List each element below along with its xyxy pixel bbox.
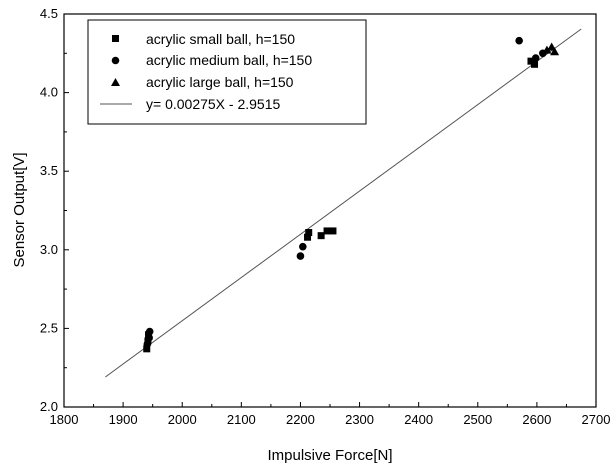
y-tick-label: 4.5 [40, 6, 58, 21]
data-point-circle [145, 327, 154, 336]
x-tick-label: 2500 [463, 412, 492, 427]
data-point-triangle [542, 45, 552, 54]
data-point-square [531, 60, 539, 68]
x-tick-label: 2700 [582, 412, 611, 427]
data-point-triangle [550, 47, 560, 56]
y-tick-label: 2.5 [40, 320, 58, 335]
legend-label-small: acrylic small ball, h=150 [146, 31, 295, 47]
data-point-square [317, 232, 325, 240]
legend-square-marker [112, 35, 119, 42]
y-axis: 2.0 2.5 3.0 3.5 4.0 4.5 [40, 6, 69, 414]
x-tick-label: 2000 [168, 412, 197, 427]
data-point-square [527, 57, 535, 65]
fit-line [105, 28, 582, 378]
x-axis: 1800 1900 2000 2100 2200 2300 2400 2500 2600 2700 [50, 402, 611, 427]
data-point-square [329, 227, 337, 235]
x-tick-label: 2400 [404, 412, 433, 427]
y-tick-label: 2.0 [40, 399, 58, 414]
y-tick-label: 4.0 [40, 85, 58, 100]
legend: acrylic small ball, h=150 acrylic medium… [87, 19, 367, 125]
data-point-circle [296, 252, 305, 260]
x-tick-label: 2600 [522, 412, 551, 427]
legend-label-large: acrylic large ball, h=150 [146, 74, 294, 90]
x-tick-label: 2100 [227, 412, 256, 427]
data-point-square [305, 229, 313, 237]
y-axis-title: Sensor Output[V] [11, 152, 28, 267]
x-axis-title: Impulsive Force[N] [267, 447, 392, 464]
data-point-circle [145, 334, 153, 342]
x-tick-label: 1800 [50, 412, 79, 427]
legend-circle-marker [111, 56, 120, 65]
legend-triangle-marker [111, 78, 120, 86]
data-points [143, 36, 560, 353]
legend-box [87, 19, 367, 125]
legend-label-medium: acrylic medium ball, h=150 [146, 52, 312, 68]
y-tick-label: 3.5 [40, 163, 58, 178]
legend-label-fit: y= 0.00275X - 2.9515 [146, 96, 280, 112]
data-point-circle [143, 340, 152, 348]
x-tick-label: 2200 [286, 412, 315, 427]
x-tick-label: 2300 [345, 412, 374, 427]
data-point-square [304, 233, 312, 241]
data-point-circle [299, 242, 307, 251]
data-point-square [143, 345, 151, 353]
x-tick-label: 1900 [109, 412, 138, 427]
data-point-circle [531, 54, 540, 62]
data-point-circle [515, 36, 523, 45]
data-point-square [323, 227, 331, 235]
y-tick-label: 3.0 [40, 242, 58, 257]
